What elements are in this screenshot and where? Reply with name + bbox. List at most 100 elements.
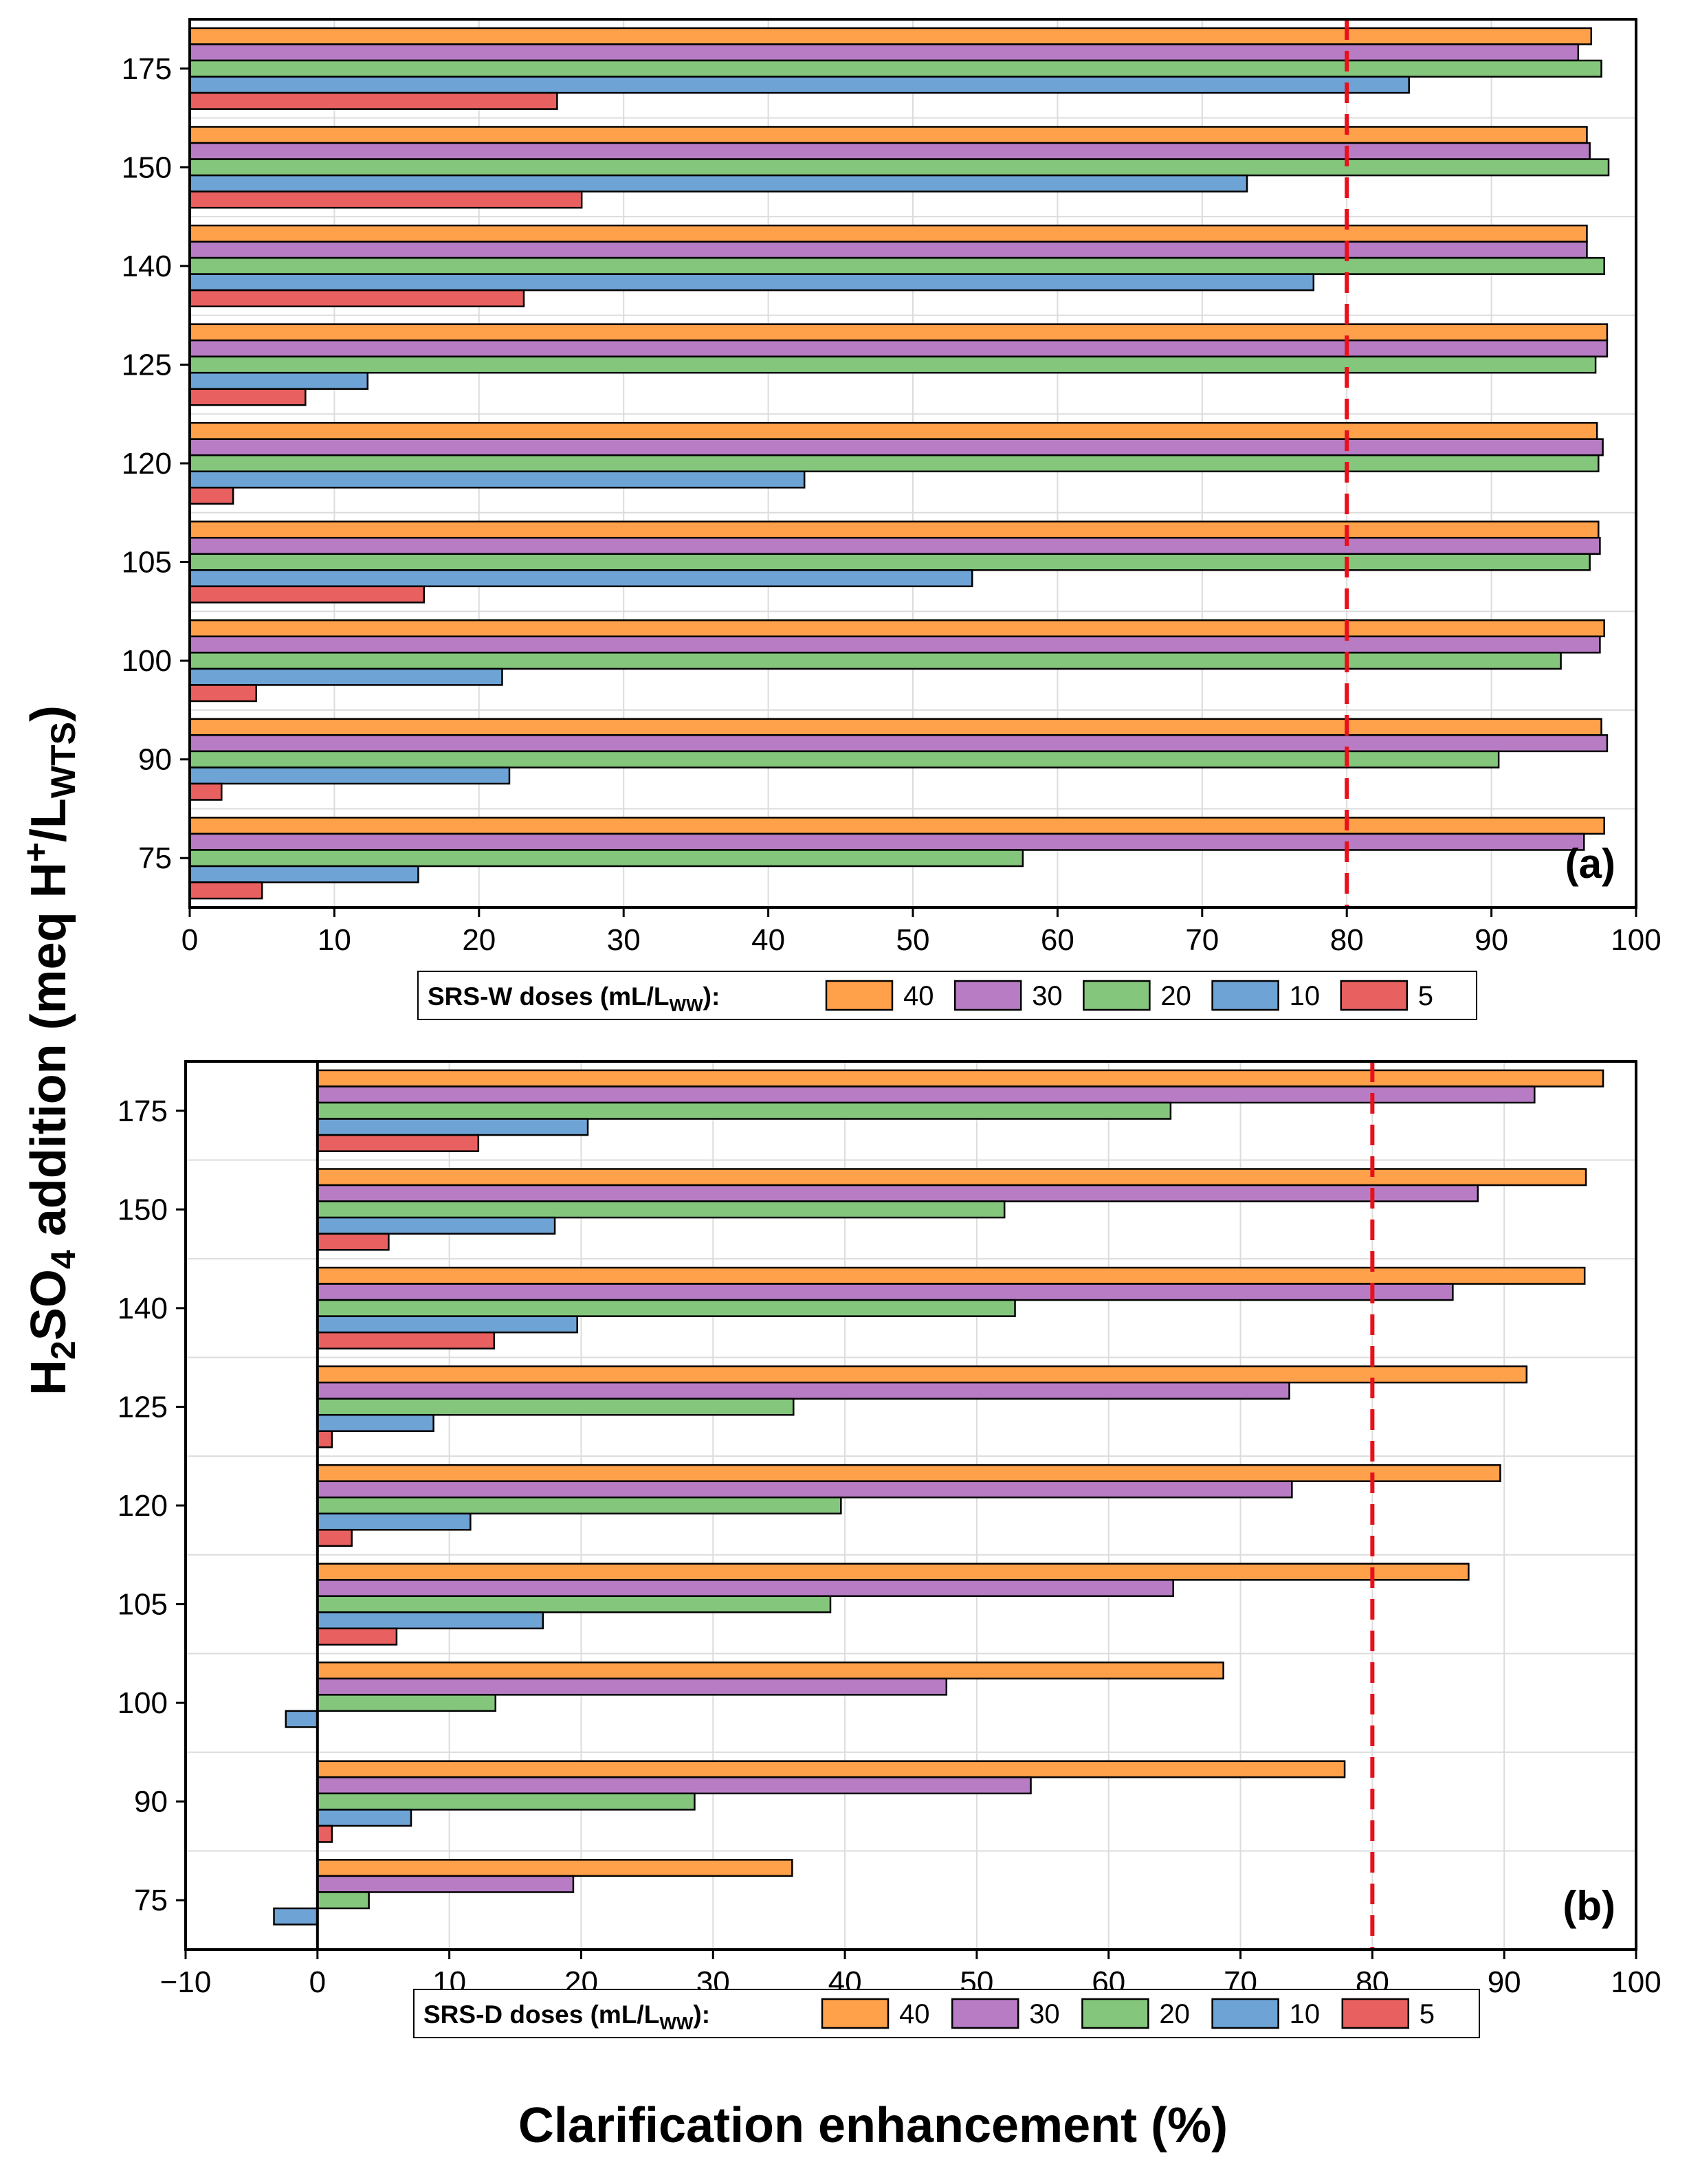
bar-100-30 <box>316 1677 948 1696</box>
legend-swatch-30 <box>953 980 1022 1011</box>
legend-title-b: SRS-D doses (mL/LWW): <box>423 2000 710 2033</box>
bar-105-30 <box>188 536 1601 555</box>
bar-150-10 <box>316 1216 556 1235</box>
x-tick-label: 0 <box>181 923 198 957</box>
bar-100-20 <box>188 652 1562 670</box>
legend-swatch-10 <box>1211 1998 1279 2029</box>
bar-105-40 <box>316 1563 1470 1581</box>
legend-box-a <box>417 971 1477 1020</box>
y-tick-label: 125 <box>122 348 172 382</box>
bar-125-10 <box>188 371 369 390</box>
bar-105-20 <box>316 1595 832 1613</box>
bar-140-10 <box>316 1315 578 1334</box>
bar-105-30 <box>316 1578 1174 1598</box>
legend-swatch-30 <box>951 1998 1019 2029</box>
x-tick-label: 90 <box>1488 1965 1521 1999</box>
legend-swatch-10 <box>1211 980 1279 1011</box>
bar-150-10 <box>188 174 1248 192</box>
bar-120-40 <box>188 421 1598 440</box>
y-tick-label: 175 <box>118 1094 168 1128</box>
bar-125-30 <box>316 1381 1290 1400</box>
bar-120-5 <box>316 1529 353 1547</box>
bar-175-30 <box>316 1085 1536 1104</box>
legend-title-a: SRS-W doses (mL/LWW): <box>428 982 720 1015</box>
bar-90-10 <box>188 766 511 785</box>
bar-75-40 <box>316 1859 793 1877</box>
x-tick-label: 50 <box>896 923 930 957</box>
x-tick-label: 0 <box>309 1965 326 1999</box>
y-tick-label: 140 <box>118 1292 168 1325</box>
legend-b: SRS-D doses (mL/LWW): 40 30 20 10 5 <box>413 1989 1480 2038</box>
legend-label-10: 10 <box>1290 1999 1321 2029</box>
bar-120-5 <box>188 487 234 505</box>
bar-175-10 <box>188 76 1410 94</box>
bar-175-20 <box>188 59 1602 78</box>
bar-120-10 <box>188 470 806 489</box>
bar-105-10 <box>316 1611 544 1630</box>
bar-175-40 <box>188 27 1593 45</box>
legend-swatch-5 <box>1341 1998 1410 2029</box>
legend-label-10: 10 <box>1290 981 1321 1011</box>
x-tick-label: 10 <box>318 923 351 957</box>
bar-105-40 <box>188 520 1600 539</box>
bar-125-30 <box>188 339 1609 357</box>
y-tick-label: 140 <box>122 250 172 283</box>
bar-175-5 <box>316 1134 480 1152</box>
bar-125-5 <box>188 388 307 406</box>
bar-150-40 <box>188 126 1588 144</box>
x-tick-label: 20 <box>462 923 496 957</box>
y-tick-labels-a: 75 90 100 105 120 125 140 150 175 <box>122 52 172 875</box>
y-tick-label: 75 <box>134 1884 168 1917</box>
x-tick-label: 100 <box>1611 1965 1661 1999</box>
ticks-a <box>180 67 1637 917</box>
bar-140-5 <box>188 289 525 307</box>
y-tick-label: 150 <box>118 1193 168 1226</box>
y-tick-label: 100 <box>118 1686 168 1720</box>
x-tick-label: 90 <box>1475 923 1508 957</box>
bar-120-30 <box>188 438 1604 456</box>
bar-125-20 <box>316 1398 795 1416</box>
bar-105-5 <box>188 585 426 604</box>
bar-125-5 <box>316 1430 333 1448</box>
legend-items-a: 40 30 20 10 5 <box>825 980 1433 1011</box>
bars-b <box>273 1069 1604 1926</box>
x-tick-label: −10 <box>160 1965 212 1999</box>
bar-90-40 <box>188 718 1602 736</box>
legend-label-20: 20 <box>1159 1999 1190 2029</box>
bar-75-5 <box>188 881 263 900</box>
bar-100-40 <box>316 1662 1224 1680</box>
bar-175-10 <box>316 1118 589 1136</box>
bar-175-40 <box>316 1069 1604 1088</box>
x-tick-labels-a: 0 10 20 30 40 50 60 70 80 90 100 <box>181 923 1662 957</box>
bar-120-20 <box>188 454 1600 473</box>
bars-a <box>188 27 1610 900</box>
x-tick-label: 70 <box>1185 923 1219 957</box>
bar-90-30 <box>316 1776 1032 1795</box>
y-tick-label: 150 <box>122 151 172 184</box>
legend-label-30: 30 <box>1032 981 1063 1011</box>
bar-140-40 <box>188 224 1588 243</box>
legend-label-40: 40 <box>899 1999 930 2029</box>
y-tick-label: 90 <box>134 1785 168 1819</box>
legend-items-b: 40 30 20 10 5 <box>821 1998 1435 2029</box>
bar-75-20 <box>316 1891 370 1910</box>
bar-100-10 <box>188 668 503 686</box>
bar-75-10 <box>273 1907 319 1926</box>
bar-90-5 <box>188 782 223 801</box>
bar-120-40 <box>316 1464 1501 1482</box>
y-tick-label: 75 <box>138 841 172 875</box>
bar-90-30 <box>188 734 1609 753</box>
bar-140-30 <box>188 241 1588 259</box>
legend-swatch-40 <box>821 1998 890 2029</box>
y-tick-label: 175 <box>122 52 172 86</box>
x-tick-label: 80 <box>1330 923 1364 957</box>
y-tick-label: 120 <box>118 1489 168 1523</box>
bar-175-30 <box>188 43 1580 62</box>
y-tick-label: 105 <box>118 1588 168 1622</box>
bar-175-5 <box>188 91 558 110</box>
bar-75-30 <box>188 832 1585 851</box>
legend-box-b <box>413 1989 1480 2038</box>
bar-105-20 <box>188 553 1591 571</box>
bar-140-20 <box>316 1299 1016 1317</box>
bar-100-30 <box>188 635 1601 654</box>
